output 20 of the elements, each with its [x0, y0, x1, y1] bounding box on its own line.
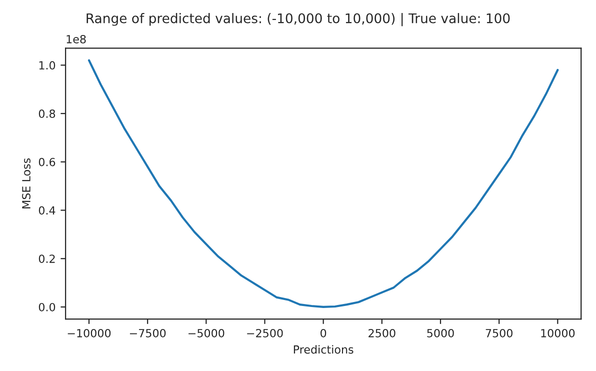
x-tick-label: 5000 — [427, 328, 454, 338]
chart-title: Range of predicted values: (-10,000 to 10,000) | True value: 100 — [86, 12, 510, 26]
x-tick-label: −2500 — [247, 328, 283, 338]
y-tick-label: 1.0 — [39, 61, 56, 70]
y-tick-label: 0.4 — [38, 206, 56, 215]
y-axis-title: MSE Loss — [22, 158, 30, 208]
y-tick-label: 0.0 — [38, 302, 56, 312]
x-tick-label: −10000 — [68, 328, 111, 338]
x-tick-label: 2500 — [368, 328, 396, 338]
x-axis-title: Predictions — [294, 345, 354, 354]
y-tick-label: 0.2 — [38, 254, 55, 263]
x-tick-label: 7500 — [486, 328, 512, 338]
line-series — [88, 59, 559, 308]
x-tick-label: 10000 — [541, 328, 575, 338]
text: 1e8 — [66, 34, 86, 44]
x-tick-label: 0 — [320, 328, 326, 338]
y-tick-label: 0.6 — [38, 158, 56, 166]
y-tick-label: 0.8 — [38, 109, 56, 118]
x-tick-label: −5000 — [188, 328, 224, 338]
x-tick-label: −7500 — [130, 328, 166, 338]
